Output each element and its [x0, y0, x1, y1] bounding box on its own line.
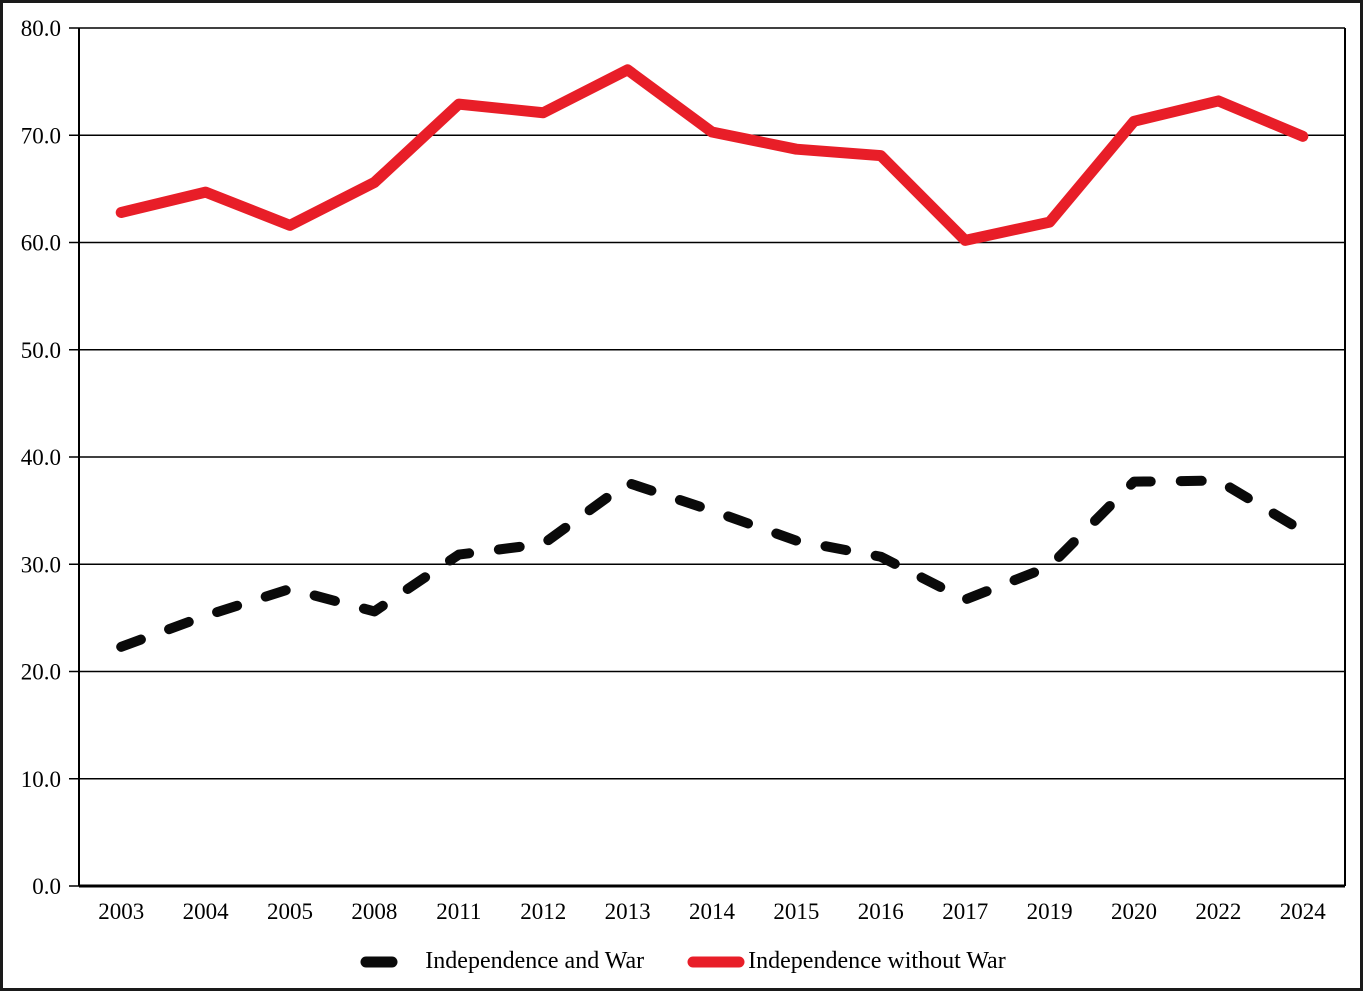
- y-axis-tick-label: 20.0: [21, 660, 61, 685]
- legend: Independence and War Independence withou…: [3, 948, 1360, 975]
- x-axis-label: 2008: [351, 899, 397, 924]
- x-axis-label: 2012: [520, 899, 566, 924]
- x-axis-label: 2015: [773, 899, 819, 924]
- x-axis-label: 2003: [98, 899, 144, 924]
- x-axis-label: 2005: [267, 899, 313, 924]
- legend-label-independence-and-war: Independence and War: [425, 948, 645, 974]
- x-axis-label: 2004: [183, 899, 230, 924]
- x-axis-label: 2017: [942, 899, 988, 924]
- y-axis-tick-label: 10.0: [21, 767, 61, 792]
- solid-line-key-icon: [687, 956, 745, 967]
- y-axis-tick-label: 80.0: [21, 16, 61, 41]
- series-line-independence-without-war: [115, 64, 1309, 246]
- legend-item-independence-without-war: Independence without War: [686, 948, 1006, 975]
- legend-item-independence-and-war: Independence and War: [357, 948, 644, 975]
- series-line-independence-and-war: [116, 475, 1308, 652]
- y-axis-tick-label: 60.0: [21, 231, 61, 256]
- x-axis-label: 2024: [1280, 899, 1327, 924]
- y-axis-tick-label: 30.0: [21, 552, 61, 577]
- x-axis-label: 2014: [689, 899, 736, 924]
- y-axis-tick-label: 0.0: [32, 874, 61, 899]
- x-axis-label: 2020: [1111, 899, 1157, 924]
- legend-label-independence-without-war: Independence without War: [748, 948, 1006, 974]
- x-axis-label: 2019: [1027, 899, 1073, 924]
- y-axis-tick-label: 40.0: [21, 445, 61, 470]
- y-axis-tick-label: 70.0: [21, 123, 61, 148]
- x-axis-label: 2011: [436, 899, 481, 924]
- x-axis-label: 2022: [1195, 899, 1241, 924]
- x-axis-label: 2016: [858, 899, 904, 924]
- dashed-line-key-icon: [360, 956, 398, 967]
- chart-canvas: 0.0 10.0 20.0 30.0 40.0 50.0 60.0 70.0 80.0 2003 2…: [21, 16, 1346, 924]
- y-axis-tick-label: 50.0: [21, 338, 61, 363]
- x-axis-label: 2013: [605, 899, 651, 924]
